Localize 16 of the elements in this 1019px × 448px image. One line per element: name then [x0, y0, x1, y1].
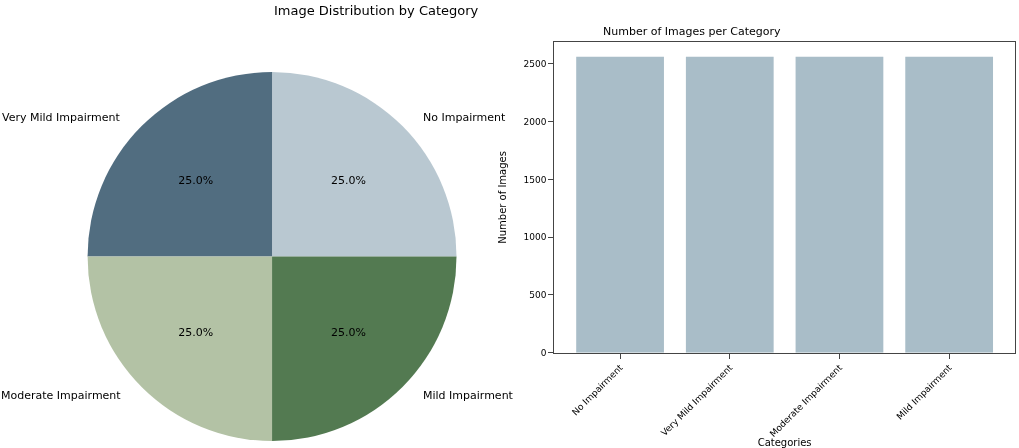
y-axis-title: Number of Images: [496, 151, 508, 244]
y-tick-label: 500: [529, 290, 547, 301]
data-label: 25.0%: [178, 326, 214, 340]
y-tick-label: 0: [540, 347, 547, 358]
y-tick-label: 2000: [523, 116, 547, 127]
chart-title: Number of Images per Category: [603, 25, 781, 38]
slice-label: No Impairment: [423, 111, 506, 124]
y-tick-label: 1500: [523, 174, 547, 185]
chart-title: Image Distribution by Category: [274, 3, 479, 18]
data-label: 25.0%: [178, 173, 214, 187]
slice-label: Very Mild Impairment: [2, 111, 121, 124]
x-axis-title: Categories: [757, 437, 812, 448]
data-label: 25.0%: [330, 173, 366, 187]
y-tick-label: 2500: [523, 58, 547, 69]
y-tick-label: 1000: [523, 232, 547, 243]
data-label: 25.0%: [330, 326, 366, 340]
